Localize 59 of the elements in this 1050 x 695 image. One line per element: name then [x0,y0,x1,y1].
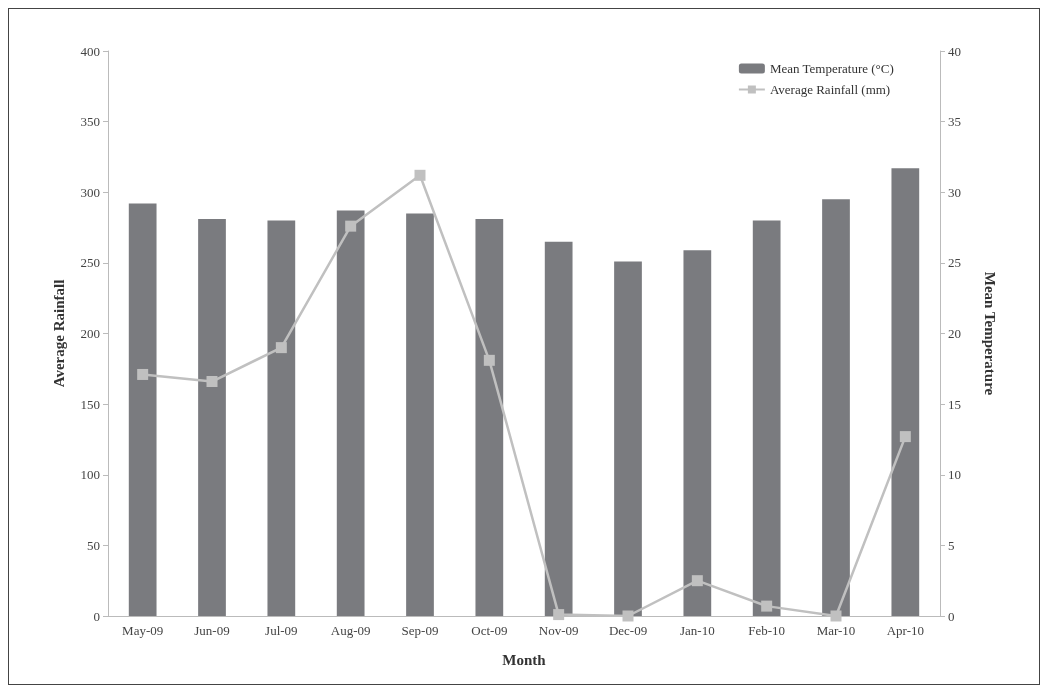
y-tick-label: 350 [80,114,100,130]
x-tick-label: Sep-09 [401,623,439,638]
y2-tick-label: 5 [948,537,955,553]
x-tick-label: Mar-10 [816,623,856,638]
point [761,600,773,612]
y-tick-label: 300 [80,184,100,200]
y-axis-title: Average Rainfall [50,279,67,388]
point [275,342,287,354]
point [483,354,495,366]
x-tick-label: Aug-09 [330,623,371,638]
y-tick-label: 400 [80,43,100,59]
y2-tick-label: 25 [948,255,961,271]
y-tick-label: 0 [93,608,100,624]
x-tick-label: Feb-10 [748,623,786,638]
y-tick-label: 250 [80,255,100,271]
y-tick-label: 200 [80,326,100,341]
y2-tick-label: 10 [948,467,961,483]
bar [822,199,850,616]
x-tick-label: Jan-10 [680,623,715,638]
y2-tick-label: 40 [948,43,961,59]
y2-tick-label: 20 [948,326,961,341]
y2-tick-label: 0 [948,608,955,624]
point [830,610,842,622]
bar [267,220,296,616]
x-tick-label: Nov-09 [538,623,579,638]
point [622,610,634,622]
bar [128,203,157,616]
y2-axis-title: Mean Temperature [981,271,998,396]
x-tick-label: Apr-10 [886,623,924,638]
x-tick-label: Jul-09 [265,623,298,638]
point [691,575,703,587]
bar [752,220,781,616]
point [414,169,426,181]
y2-tick-label: 15 [948,396,961,412]
bar [198,219,226,616]
x-tick-label: Dec-09 [608,623,648,638]
point [345,220,357,232]
y2-tick-label: 35 [948,114,961,130]
point [137,368,149,380]
bar [544,241,573,616]
x-tick-label: Oct-09 [471,623,508,638]
y-tick-label: 100 [80,467,100,483]
x-tick-label: May-09 [122,623,164,638]
bar [683,250,712,616]
x-tick-label: Jun-09 [194,623,230,638]
y-tick-label: 150 [80,396,100,412]
point [899,431,911,443]
y-tick-label: 50 [87,537,100,553]
bar [475,219,504,616]
bar [891,168,920,616]
x-axis-title: Month [502,651,547,668]
point [206,376,218,388]
legend-label: Average Rainfall (mm) [769,82,891,97]
bar [614,261,642,616]
point [553,609,565,621]
y2-tick-label: 30 [948,184,961,200]
bar [406,213,434,616]
bar [336,210,365,616]
legend-label: Mean Temperature (°C) [769,61,894,76]
